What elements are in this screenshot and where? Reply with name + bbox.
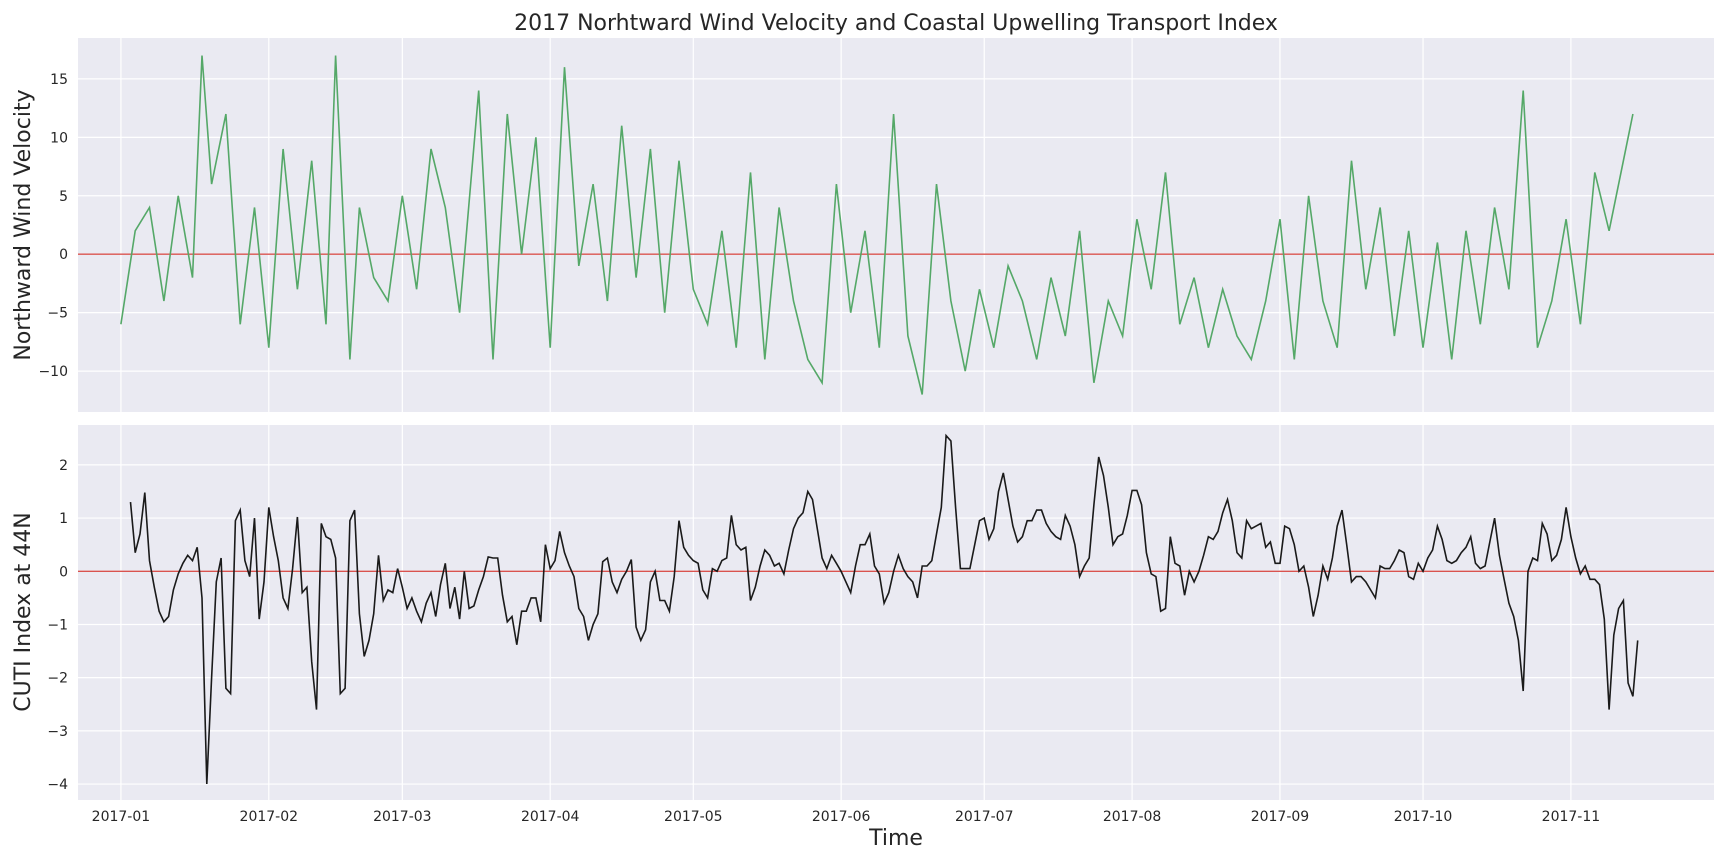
x-tick-label: 2017-07 [955,809,1014,825]
x-tick-label: 2017-11 [1542,809,1601,825]
y-tick-label: −3 [47,724,68,740]
chart-title: 2017 Norhtward Wind Velocity and Coastal… [514,11,1278,36]
y-tick-label: −10 [38,364,68,380]
x-tick-label: 2017-06 [812,809,871,825]
x-axis-label: Time [868,826,923,851]
x-tick-label: 2017-02 [240,809,299,825]
x-tick-label: 2017-09 [1251,809,1310,825]
x-tick-label: 2017-04 [521,809,580,825]
x-tick-label: 2017-10 [1394,809,1453,825]
x-tick-label: 2017-08 [1103,809,1162,825]
y-tick-label: 15 [50,72,68,88]
cuti-x-ticks: 2017-01 2017-02 2017-03 2017-04 2017-05 2017-… [92,809,1600,825]
y-tick-label: −4 [47,777,68,793]
wind-velocity-line [120,55,1634,395]
cuti-panel: −4 −3 −2 −1 0 1 2 2017-01 2017-02 2017-03 2017-04… [11,425,1714,851]
y-tick-label: 1 [59,511,68,527]
y-tick-label: 0 [59,564,68,580]
y-tick-label: −5 [47,306,68,322]
y-tick-label: 10 [50,130,68,146]
cuti-line [129,433,1639,785]
wind-velocity-panel: −10 −5 0 5 10 15 Northward Wind Velocity [11,38,1714,412]
cuti-y-ticks: −4 −3 −2 −1 0 1 2 [47,458,68,793]
y-tick-label: 2 [59,458,68,474]
y-tick-label: −2 [47,671,68,687]
wind-velocity-plot-area [78,38,1714,412]
y-tick-label: 0 [59,247,68,263]
x-tick-label: 2017-05 [664,809,723,825]
x-tick-label: 2017-03 [373,809,432,825]
cuti-plot-area [78,425,1714,800]
cuti-y-axis-label: CUTI Index at 44N [11,512,36,712]
x-tick-label: 2017-01 [92,809,151,825]
y-tick-label: −1 [47,617,68,633]
wind-velocity-y-axis-label: Northward Wind Velocity [11,89,36,360]
cuti-grid [78,425,1714,800]
wind-velocity-y-ticks: −10 −5 0 5 10 15 [38,72,68,380]
y-tick-label: 5 [59,189,68,205]
